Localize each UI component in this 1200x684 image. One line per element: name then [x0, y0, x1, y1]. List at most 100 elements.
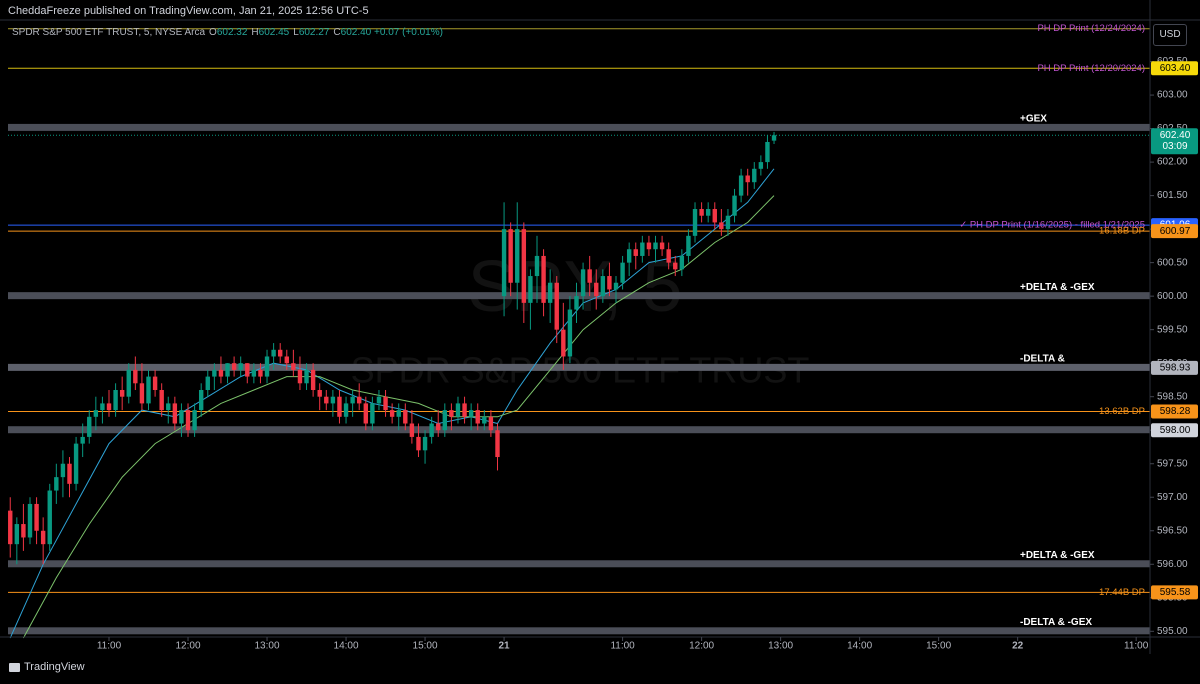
candle-body	[574, 296, 579, 310]
candle-body	[277, 349, 283, 357]
candle-body	[587, 269, 592, 283]
candle-body	[528, 276, 533, 303]
price-label: 598.93	[1160, 363, 1191, 374]
x-tick-label: 15:00	[413, 641, 438, 652]
currency-button[interactable]: USD	[1153, 24, 1187, 46]
candle-body	[521, 229, 527, 303]
candle-body	[231, 363, 237, 370]
x-tick-label: 13:00	[255, 641, 280, 652]
price-label-box	[1151, 423, 1198, 438]
y-tick-label: 600.00	[1157, 291, 1188, 302]
candle-body	[580, 269, 586, 297]
candle-body	[429, 423, 434, 437]
legend: SPDR S&P 500 ETF TRUST, 5, NYSE Arca O602…	[12, 27, 443, 38]
price-label: 603.40	[1160, 63, 1191, 74]
brand: TradingView	[24, 661, 85, 673]
candle-body	[738, 175, 744, 196]
candle-body	[712, 209, 717, 223]
candle-body	[34, 503, 39, 531]
x-tick-label: 12:00	[689, 641, 714, 652]
level-label: -DELTA & -GEX	[1020, 617, 1092, 628]
price-label-box	[1151, 224, 1198, 239]
moving-average	[9, 168, 775, 639]
candle-body	[613, 282, 619, 290]
x-tick-label: 12:00	[176, 641, 201, 652]
gex-band	[8, 426, 1150, 434]
ohlc-value: 602.45	[258, 27, 290, 38]
candle-body	[547, 282, 553, 303]
x-tick-label: 13:00	[768, 641, 793, 652]
x-tick-label: 22	[1012, 641, 1024, 652]
ohlc-value: 602.40	[340, 27, 372, 38]
level-label: PH DP Print (12/20/2024)	[1037, 63, 1145, 74]
ohlc-value: 602.32	[216, 27, 248, 38]
candle-body	[554, 282, 559, 330]
candle-body	[594, 282, 599, 297]
y-tick-label: 596.50	[1157, 525, 1188, 536]
candle-body	[758, 162, 764, 169]
candle-body	[561, 329, 566, 357]
candle-body	[21, 524, 26, 538]
candle-body	[416, 436, 421, 451]
candle-body	[146, 376, 151, 404]
candle-body	[363, 403, 368, 424]
logo-icon	[9, 663, 20, 672]
ohlc-key: O	[209, 27, 217, 38]
candle-body	[14, 524, 20, 545]
candle-body	[765, 141, 770, 163]
candle-body	[409, 423, 415, 437]
bar-countdown: 03:09	[1162, 141, 1187, 152]
candle-body	[488, 416, 494, 431]
gex-band	[8, 292, 1150, 300]
candle-body	[653, 242, 658, 250]
last-price-label: 602.40	[1160, 130, 1191, 141]
x-tick-label: 14:00	[334, 641, 359, 652]
candle-body	[317, 389, 322, 397]
candle-body	[60, 463, 66, 478]
ohlc-value: 602.27	[298, 27, 330, 38]
y-tick-label: 595.00	[1157, 626, 1188, 637]
candle-body	[376, 396, 382, 404]
gex-band	[8, 560, 1150, 568]
candle-body	[646, 242, 652, 250]
candle-body	[462, 403, 467, 417]
candle-body	[541, 255, 546, 303]
candle-body	[152, 376, 158, 390]
candle-body	[166, 403, 171, 411]
candle-body	[185, 410, 191, 431]
candle-body	[666, 249, 671, 263]
candle-body	[633, 249, 638, 256]
ohlc-key: L	[293, 27, 299, 38]
candle-body	[271, 349, 276, 357]
candle-body	[198, 389, 204, 411]
y-tick-label: 603.00	[1157, 90, 1188, 101]
candle-body	[284, 356, 289, 364]
candle-body	[468, 410, 474, 417]
candle-body	[179, 410, 184, 424]
x-tick-label: 21	[499, 641, 511, 652]
candle-body	[692, 209, 698, 236]
candle-body	[436, 423, 441, 431]
y-tick-label: 597.00	[1157, 492, 1188, 503]
candle-body	[73, 443, 79, 484]
candle-body	[515, 229, 520, 283]
candle-body	[389, 410, 395, 417]
price-label-box	[1151, 404, 1198, 419]
level-label: 13.62B DP	[1099, 406, 1145, 417]
candle-body	[93, 410, 99, 417]
ohlc: O602.32 H602.45 L602.27 C602.40	[205, 27, 371, 38]
candle-body	[310, 369, 316, 390]
candle-body	[192, 410, 197, 431]
price-label-box	[1151, 61, 1198, 76]
price-label-box	[1151, 585, 1198, 600]
candle-body	[205, 376, 210, 390]
watermark-ticker: SPY, 5	[468, 247, 683, 327]
candle-body	[133, 369, 138, 384]
candle-body	[626, 249, 632, 263]
publisher: CheddaFreeze published on TradingView.co…	[8, 5, 369, 17]
candle-body	[264, 356, 270, 377]
candle-body	[686, 235, 691, 256]
y-tick-label: 596.00	[1157, 559, 1188, 570]
price-label: 600.97	[1160, 226, 1191, 237]
